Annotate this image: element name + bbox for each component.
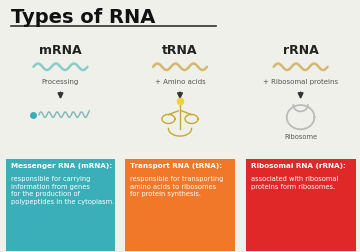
Text: + Amino acids: + Amino acids <box>155 79 205 85</box>
Text: associated with ribosomal
proteins form ribosomes.: associated with ribosomal proteins form … <box>251 176 338 190</box>
Text: Messenger RNA (mRNA):: Messenger RNA (mRNA): <box>11 163 112 169</box>
Text: rRNA: rRNA <box>283 44 319 57</box>
FancyBboxPatch shape <box>6 159 115 251</box>
Text: Ribosome: Ribosome <box>284 134 317 140</box>
Text: Types of RNA: Types of RNA <box>11 8 155 26</box>
FancyBboxPatch shape <box>125 159 235 251</box>
Text: + Ribosomal proteins: + Ribosomal proteins <box>263 79 338 85</box>
FancyBboxPatch shape <box>246 159 356 251</box>
Text: responsible for carrying
information from genes
for the production of
polypeptid: responsible for carrying information fro… <box>11 176 114 205</box>
Text: Transport RNA (tRNA):: Transport RNA (tRNA): <box>130 163 222 169</box>
Text: Ribosomal RNA (rRNA):: Ribosomal RNA (rRNA): <box>251 163 346 169</box>
Text: mRNA: mRNA <box>39 44 82 57</box>
Text: responsible for transporting
amino acids to ribosomes
for protein synthesis.: responsible for transporting amino acids… <box>130 176 224 197</box>
Text: Processing: Processing <box>42 79 79 85</box>
Text: tRNA: tRNA <box>162 44 198 57</box>
